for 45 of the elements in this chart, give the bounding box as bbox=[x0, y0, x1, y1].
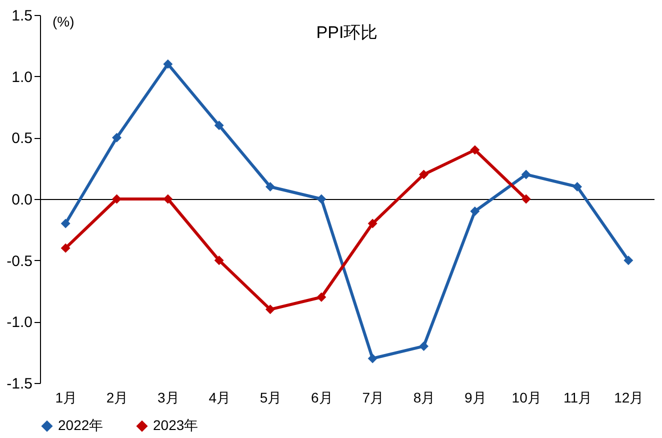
x-tick-label: 10月 bbox=[512, 390, 542, 406]
y-tick-label: 1.5 bbox=[12, 8, 32, 24]
point bbox=[624, 256, 634, 266]
point bbox=[214, 120, 224, 130]
point bbox=[163, 59, 173, 69]
x-tick-label: 7月 bbox=[362, 390, 384, 406]
y-tick-label: -0.5 bbox=[6, 252, 32, 270]
y-tick-label: 0.0 bbox=[12, 192, 32, 208]
x-tick-label: 4月 bbox=[208, 390, 230, 406]
x-tick-label: 12月 bbox=[614, 390, 644, 406]
point bbox=[368, 218, 378, 228]
y-tick-label: 0.5 bbox=[12, 130, 32, 148]
x-tick-label: 5月 bbox=[260, 390, 282, 406]
x-tick-label: 9月 bbox=[464, 390, 486, 406]
point bbox=[419, 170, 428, 180]
point bbox=[521, 194, 531, 204]
point bbox=[316, 292, 326, 302]
x-tick-label: 2月 bbox=[106, 390, 128, 406]
x-tick-label: 1月 bbox=[55, 390, 77, 406]
y-tick-label: -1.0 bbox=[6, 314, 32, 332]
point bbox=[316, 194, 326, 204]
point bbox=[214, 256, 224, 266]
point bbox=[470, 206, 480, 216]
point bbox=[60, 218, 70, 228]
y-tick-label: -1.5 bbox=[6, 376, 32, 392]
point bbox=[470, 145, 480, 155]
point bbox=[60, 243, 70, 253]
point bbox=[266, 304, 275, 314]
legend-label: 2022年 bbox=[58, 417, 104, 434]
x-tick-label: 6月 bbox=[311, 390, 333, 406]
point bbox=[572, 182, 582, 192]
text: PPI环比 bbox=[316, 23, 378, 42]
x-tick-label: 3月 bbox=[158, 390, 180, 406]
y-tick-label: 1.0 bbox=[12, 68, 32, 86]
point bbox=[112, 132, 122, 142]
point bbox=[266, 182, 275, 192]
point bbox=[112, 194, 122, 204]
point bbox=[163, 194, 173, 204]
point bbox=[521, 170, 531, 180]
y-axis-title: (%) bbox=[52, 14, 74, 30]
legend-label: 2023年 bbox=[153, 417, 198, 434]
point bbox=[419, 341, 428, 351]
x-tick-label: 8月 bbox=[413, 390, 436, 406]
x-tick-label: 11月 bbox=[563, 390, 592, 406]
point bbox=[368, 354, 378, 364]
